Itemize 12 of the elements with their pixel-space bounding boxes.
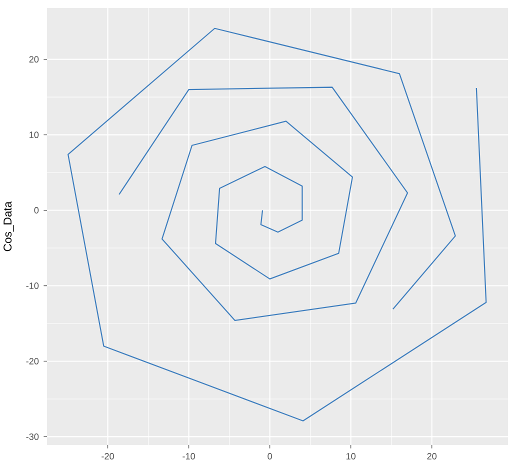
- x-tick-label: -10: [182, 453, 195, 460]
- y-tick-label: -30: [26, 433, 39, 440]
- y-tick-label: 0: [34, 207, 39, 214]
- x-tick-label: 0: [268, 453, 272, 460]
- y-tick-label: -10: [26, 282, 39, 289]
- y-axis-title: Cos_Data: [4, 201, 14, 252]
- y-tick-label: -20: [26, 358, 39, 364]
- x-tick-label: -20: [102, 453, 114, 460]
- y-tick-label: 20: [29, 56, 39, 63]
- y-tick-label: 10: [30, 132, 39, 138]
- x-tick-label: 20: [427, 453, 437, 460]
- x-tick-label: 10: [346, 453, 356, 460]
